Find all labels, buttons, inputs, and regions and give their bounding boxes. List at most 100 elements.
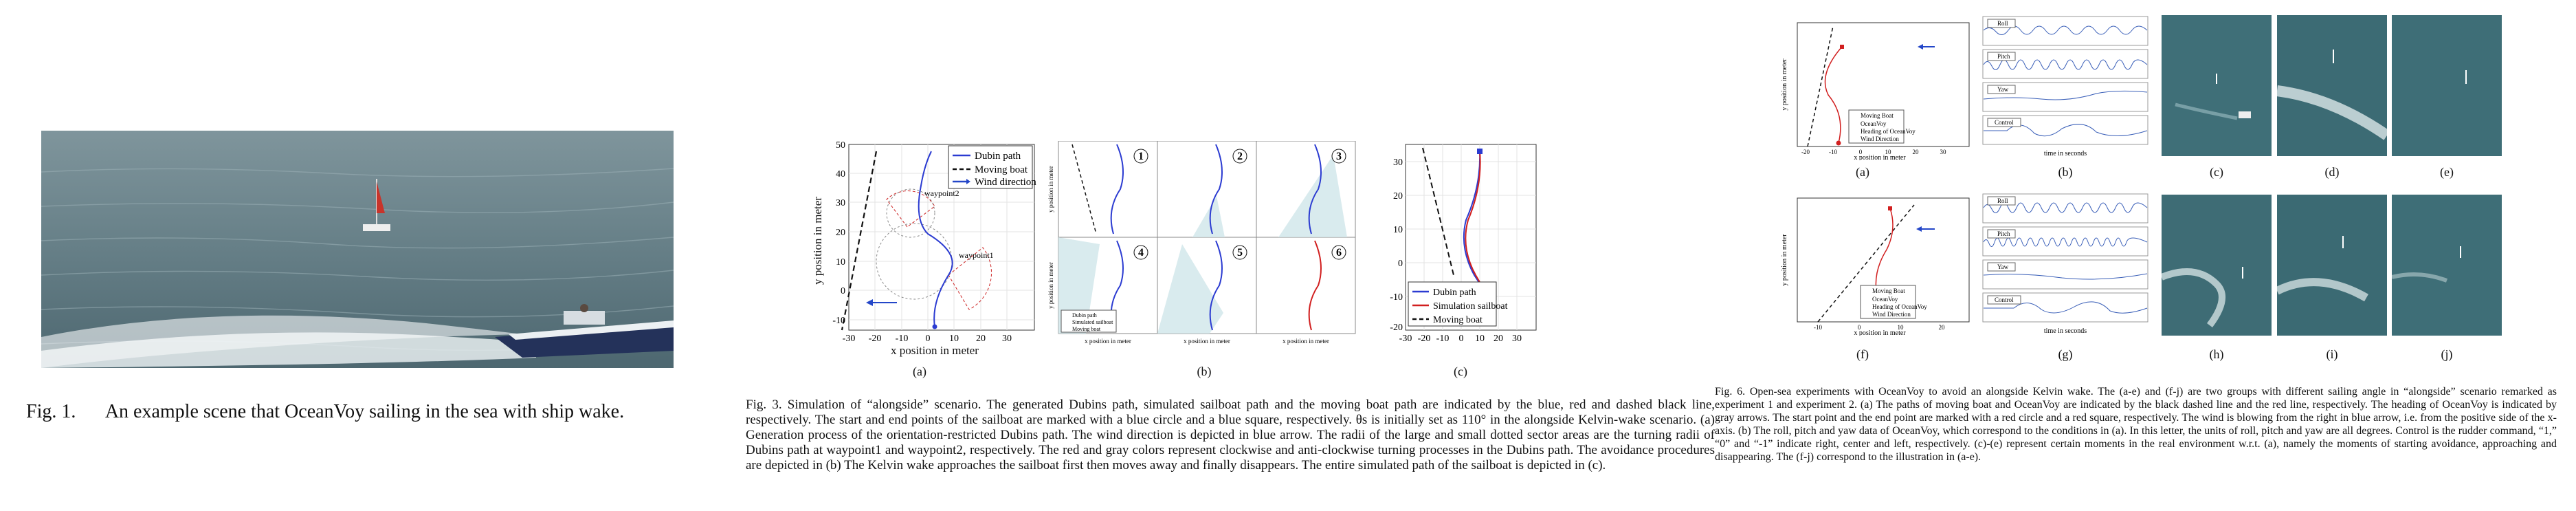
svg-text:20: 20 (1939, 324, 1946, 331)
fig3b-sub-3: 3 (1336, 151, 1342, 162)
svg-text:-30: -30 (1399, 334, 1412, 344)
fig3c-legend-moving: Moving boat (1433, 315, 1483, 325)
fig6-label-f: (f) (1856, 347, 1869, 361)
fig6a-xlabel: x position in meter (1854, 154, 1906, 160)
svg-text:10: 10 (1885, 149, 1892, 155)
fig3c-label: (c) (1454, 365, 1467, 378)
svg-text:30: 30 (836, 198, 845, 208)
fig6b-series-pitch: Pitch (1997, 53, 2010, 60)
sailboat (363, 179, 390, 231)
fig6-label-j: (j) (2441, 347, 2453, 361)
fig1-caption-label: Fig. 1. (26, 401, 76, 422)
fig6-label-b: (b) (2058, 165, 2073, 179)
fig3a-ylabel: y position in meter (811, 197, 824, 285)
fig6g-xlabel: time in seconds (2044, 327, 2087, 335)
fig3c-legend-sail: Simulation sailboat (1433, 301, 1508, 312)
fig3a-legend-dubin: Dubin path (975, 151, 1021, 162)
fig1-caption: Fig. 1. An example scene that OceanVoy s… (26, 400, 686, 424)
svg-text:-20: -20 (1801, 149, 1810, 155)
fig3-panel-b: 1 2 3 4 5 6 Dubin path Simulated sailboa… (1045, 140, 1368, 347)
fig6f-legend-wind: Wind Direction (1872, 311, 1911, 318)
svg-text:20: 20 (976, 334, 986, 344)
fig3b-sub-2: 2 (1237, 151, 1243, 162)
svg-text:30: 30 (1393, 157, 1403, 168)
svg-text:10: 10 (949, 334, 959, 344)
fig3c-yticks: 30 20 10 0 -10 -20 (1390, 157, 1403, 333)
fig3a-xticks: -30 -20 -10 0 10 20 30 (843, 334, 1012, 344)
fig3a-yticks: 50 40 30 20 10 0 -10 (832, 140, 845, 326)
fig6-panel-b: Roll Pitch Yaw Control time in seconds (1979, 15, 2151, 160)
fig6-label-d: (d) (2324, 165, 2340, 179)
svg-text:20: 20 (1494, 334, 1503, 344)
fig6f-ylabel: y position in meter (1781, 234, 1788, 286)
fig3b-sub-5: 5 (1237, 247, 1243, 259)
svg-text:0: 0 (1459, 334, 1464, 344)
fig6-panel-g: Roll Pitch Yaw Control time in seconds (1979, 193, 2151, 337)
fig3a-legend-wind: Wind direction (975, 177, 1036, 188)
svg-text:-20: -20 (1390, 323, 1403, 333)
waypoint1-label: waypoint1 (959, 250, 994, 260)
fig3a-legend-moving: Moving boat (975, 164, 1028, 175)
fig3b-legend-moving: Moving boat (1072, 326, 1101, 332)
fig6-caption: Fig. 6. Open-sea experiments with OceanV… (1715, 386, 2557, 463)
svg-text:10: 10 (1475, 334, 1485, 344)
svg-text:20: 20 (1913, 149, 1920, 155)
svg-text:30: 30 (1002, 334, 1012, 344)
fig6g-series-control: Control (1995, 296, 2014, 303)
fig1-photo (41, 131, 674, 368)
svg-text:50: 50 (836, 140, 845, 151)
fig6-photo-i (2277, 195, 2387, 336)
fig6a-ylabel: y position in meter (1781, 58, 1788, 111)
fig1-caption-text: An example scene that OceanVoy sailing i… (104, 401, 625, 422)
fig6b-series-yaw: Yaw (1997, 86, 2009, 93)
svg-text:0: 0 (1859, 149, 1863, 155)
sea-photo (41, 131, 674, 368)
svg-text:40: 40 (836, 169, 845, 180)
svg-text:10: 10 (1898, 324, 1905, 331)
fig6f-legend-oceanvoy: OceanVoy (1872, 296, 1898, 303)
fig6b-xlabel: time in seconds (2044, 150, 2087, 157)
svg-text:-10: -10 (1814, 324, 1822, 331)
fig3b-sub-4: 4 (1138, 247, 1144, 259)
svg-text:30: 30 (1512, 334, 1522, 344)
fig3b-xlabel-3: x position in meter (1283, 338, 1329, 345)
fig3a-xlabel: x position in meter (891, 344, 979, 357)
fig3b-sub-1: 1 (1138, 151, 1144, 162)
fig6-label-e: (e) (2440, 165, 2454, 179)
fig6-photo-j (2392, 195, 2502, 336)
fig6g-series-yaw: Yaw (1997, 263, 2009, 270)
fig3b-legend-sail: Simulated sailboat (1072, 319, 1113, 325)
fig6a-legend-heading: Heading of OceanVoy (1861, 128, 1916, 135)
svg-text:20: 20 (1393, 191, 1403, 202)
fig3b-legend-dubin: Dubin path (1072, 312, 1097, 318)
fig3b-xlabel-1: x position in meter (1085, 338, 1131, 345)
fig3b-sub-6: 6 (1336, 247, 1342, 259)
fig6-photo-h (2162, 195, 2272, 336)
fig3-panel-c: 30 20 10 0 -10 -20 -30 -20 -10 0 10 20 3… (1378, 138, 1543, 344)
waypoint2-label: waypoint2 (924, 188, 959, 198)
motor-boat (495, 304, 674, 358)
fig3-panel-a: waypoint1 waypoint2 -30 -20 -10 0 10 20 … (811, 138, 1038, 344)
fig3a-label: (a) (913, 365, 926, 378)
fig6-label-a: (a) (1856, 165, 1869, 179)
fig6-panel-f: Moving Boat OceanVoy Heading of OceanVoy… (1777, 195, 1976, 337)
svg-text:10: 10 (1393, 225, 1403, 235)
fig6b-series-roll: Roll (1997, 20, 2008, 27)
svg-text:-10: -10 (1829, 149, 1837, 155)
svg-text:-20: -20 (869, 334, 882, 344)
fig6g-series-roll: Roll (1997, 197, 2008, 204)
fig6b-series-control: Control (1995, 119, 2014, 126)
fig3c-legend-dubin: Dubin path (1433, 287, 1476, 298)
svg-text:0: 0 (1398, 259, 1403, 269)
svg-text:-10: -10 (1390, 292, 1403, 303)
fig6-label-h: (h) (2209, 347, 2224, 361)
svg-text:-10: -10 (832, 316, 845, 326)
fig6f-xlabel: x position in meter (1854, 329, 1906, 336)
fig3c-xticks: -30 -20 -10 0 10 20 30 (1399, 334, 1522, 344)
svg-text:-20: -20 (1418, 334, 1431, 344)
svg-text:30: 30 (1940, 149, 1947, 155)
svg-text:0: 0 (926, 334, 931, 344)
fig6a-legend-wind: Wind Direction (1861, 135, 1899, 142)
fig3b-ylabel-2: y position in meter (1047, 262, 1054, 309)
fig6-panel-a: Moving Boat OceanVoy Heading of OceanVoy… (1777, 19, 1976, 162)
